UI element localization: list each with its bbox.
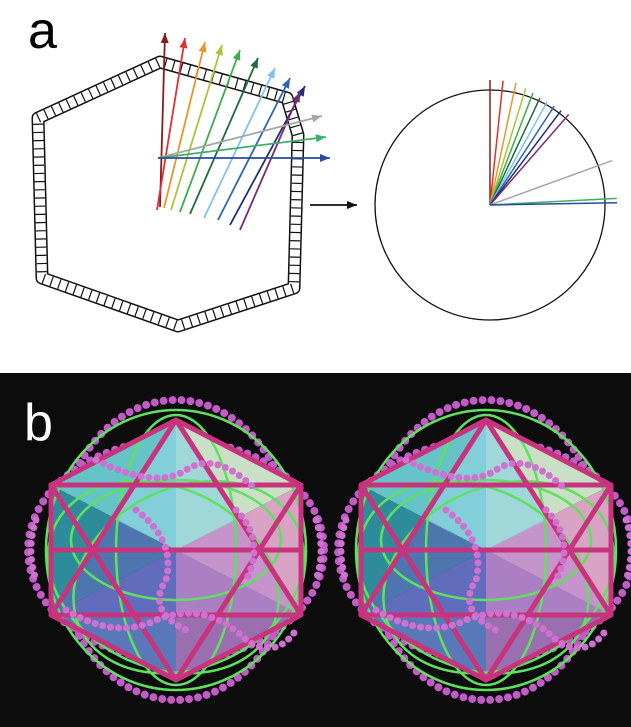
panel-label: b: [24, 394, 53, 452]
arrow-head: [267, 68, 275, 79]
arrow-head: [215, 45, 223, 56]
arrow-head: [316, 134, 326, 142]
arrow-head: [161, 33, 169, 43]
page: {"panels": [{"label": "a"}, {"label": "b…: [0, 0, 631, 727]
arrow-head: [233, 50, 241, 61]
arrow-head: [179, 38, 187, 49]
arrow-head: [347, 201, 357, 209]
arrow-head: [250, 58, 258, 69]
direction-fan: [490, 80, 617, 205]
arrow-head: [282, 78, 290, 89]
panel-label: a: [28, 2, 57, 60]
fan-line: [490, 88, 526, 205]
figure: a b: [0, 0, 631, 727]
vector-arrows: [157, 33, 357, 230]
arrow-head: [320, 154, 330, 162]
